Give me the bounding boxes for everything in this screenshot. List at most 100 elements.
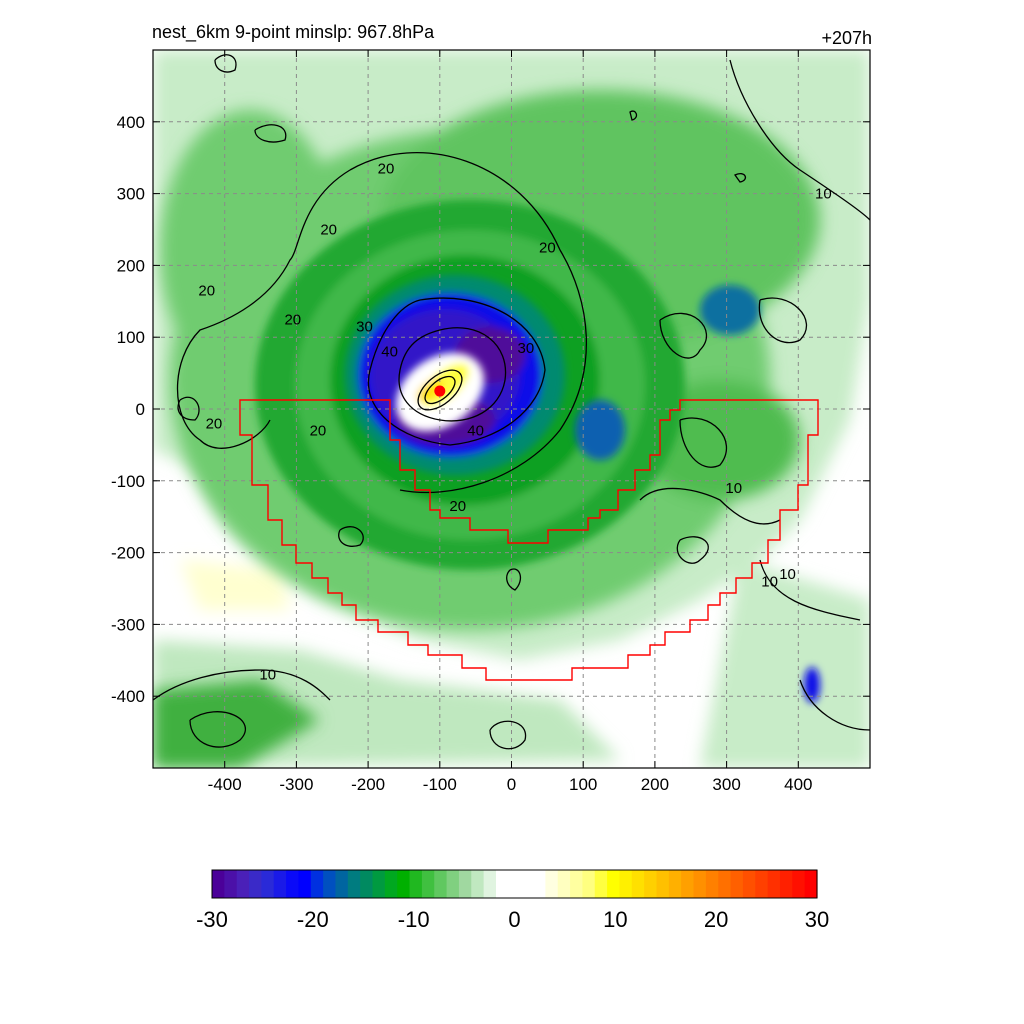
- contour-label: 30: [517, 340, 534, 357]
- colorbar-cell: [545, 870, 559, 898]
- colorbar-cell: [594, 870, 608, 898]
- colorbar-cell: [779, 870, 793, 898]
- colorbar-cell: [495, 870, 509, 898]
- colorbar-cell: [644, 870, 658, 898]
- contour-label: 20: [320, 222, 337, 239]
- contour-label: 10: [259, 667, 276, 684]
- colorbar-cell: [409, 870, 423, 898]
- contour-label: 10: [725, 480, 742, 497]
- colorbar-label: 30: [805, 907, 829, 932]
- colorbar-cell: [656, 870, 670, 898]
- contour-label: 10: [779, 566, 796, 583]
- colorbar-label: -20: [297, 907, 329, 932]
- colorbar-cell: [286, 870, 300, 898]
- colorbar-label: 10: [603, 907, 627, 932]
- x-tick-label: -200: [351, 775, 385, 794]
- contour-label: 20: [284, 311, 301, 328]
- contour-label: 10: [761, 573, 778, 590]
- y-tick-label: -200: [111, 544, 145, 563]
- wind-speed-contours: [153, 54, 870, 750]
- colorbar: -30 -20 -10 0 10 20 30: [196, 869, 829, 932]
- colorbar-label: 20: [704, 907, 728, 932]
- colorbar-cell: [483, 870, 497, 898]
- colorbar-cell: [693, 870, 707, 898]
- x-tick-label: 400: [784, 775, 812, 794]
- x-tick-label: -300: [279, 775, 313, 794]
- contour-label: 10: [815, 186, 832, 203]
- colorbar-cell: [236, 870, 250, 898]
- x-axis: -400 -300 -200 -100 0 100 200 300 400: [208, 50, 812, 794]
- colorbar-cell: [323, 870, 337, 898]
- colorbar-cell: [298, 870, 312, 898]
- colorbar-cell: [224, 870, 238, 898]
- y-tick-label: -100: [111, 472, 145, 491]
- y-axis: 400 300 200 100 0 -100 -200 -300 -400: [111, 113, 870, 706]
- contour-label: 20: [539, 239, 556, 256]
- colorbar-cell: [360, 870, 374, 898]
- colorbar-cell: [520, 870, 534, 898]
- x-tick-label: 0: [507, 775, 516, 794]
- colorbar-cell: [372, 870, 386, 898]
- colorbar-label: -30: [196, 907, 228, 932]
- colorbar-cell: [804, 870, 818, 898]
- contour-label: 20: [206, 415, 223, 432]
- x-tick-label: 100: [569, 775, 597, 794]
- colorbar-cell: [681, 870, 695, 898]
- colorbar-cell: [705, 870, 719, 898]
- colorbar-cell: [730, 870, 744, 898]
- colorbar-cell: [533, 870, 546, 898]
- colorbar-cell: [310, 870, 324, 898]
- contour-label: 20: [449, 498, 466, 515]
- y-tick-label: -400: [111, 687, 145, 706]
- colorbar-cell: [718, 870, 732, 898]
- colorbar-cell: [755, 870, 769, 898]
- colorbar-cell: [767, 870, 781, 898]
- colorbar-cell: [508, 870, 522, 898]
- x-tick-label: -100: [423, 775, 457, 794]
- colorbar-cell: [557, 870, 571, 898]
- colorbar-cell: [335, 870, 349, 898]
- x-tick-label: 300: [712, 775, 740, 794]
- contour-label: 40: [467, 423, 484, 440]
- contour-label: 20: [198, 283, 215, 300]
- colorbar-cell: [397, 870, 411, 898]
- colorbar-cell: [249, 870, 262, 898]
- colorbar-label: -10: [398, 907, 430, 932]
- colorbar-cell: [668, 870, 682, 898]
- colorbar-cell: [212, 870, 225, 898]
- storm-center-marker: [434, 385, 446, 397]
- colorbar-cell: [631, 870, 645, 898]
- colorbar-cell: [471, 870, 485, 898]
- y-tick-label: -300: [111, 615, 145, 634]
- y-tick-label: 100: [117, 328, 145, 347]
- colorbar-cell: [434, 870, 448, 898]
- colorbar-cell: [347, 870, 361, 898]
- y-tick-label: 400: [117, 113, 145, 132]
- colorbar-cell: [607, 870, 621, 898]
- x-tick-label: 200: [641, 775, 669, 794]
- colorbar-cell: [582, 870, 596, 898]
- forecast-hour-label: +207h: [821, 28, 872, 48]
- colorbar-cell: [742, 870, 756, 898]
- colorbar-cell: [261, 870, 275, 898]
- x-tick-label: -400: [208, 775, 242, 794]
- contour-label: 40: [381, 344, 398, 361]
- colorbar-label: 0: [508, 907, 520, 932]
- colorbar-cell: [570, 870, 584, 898]
- colorbar-cell: [446, 870, 460, 898]
- chart-title: nest_6km 9-point minslp: 967.8hPa: [152, 22, 435, 42]
- colorbar-cell: [384, 870, 398, 898]
- contour-label: 30: [356, 318, 373, 335]
- y-tick-label: 300: [117, 185, 145, 204]
- colorbar-cell: [792, 870, 806, 898]
- y-tick-label: 200: [117, 256, 145, 275]
- contour-label: 20: [378, 160, 395, 177]
- contour-label: 20: [310, 423, 327, 440]
- land-mask-boundary: [239, 399, 819, 681]
- y-tick-label: 0: [136, 400, 145, 419]
- colorbar-cell: [273, 870, 287, 898]
- colorbar-cell: [458, 870, 472, 898]
